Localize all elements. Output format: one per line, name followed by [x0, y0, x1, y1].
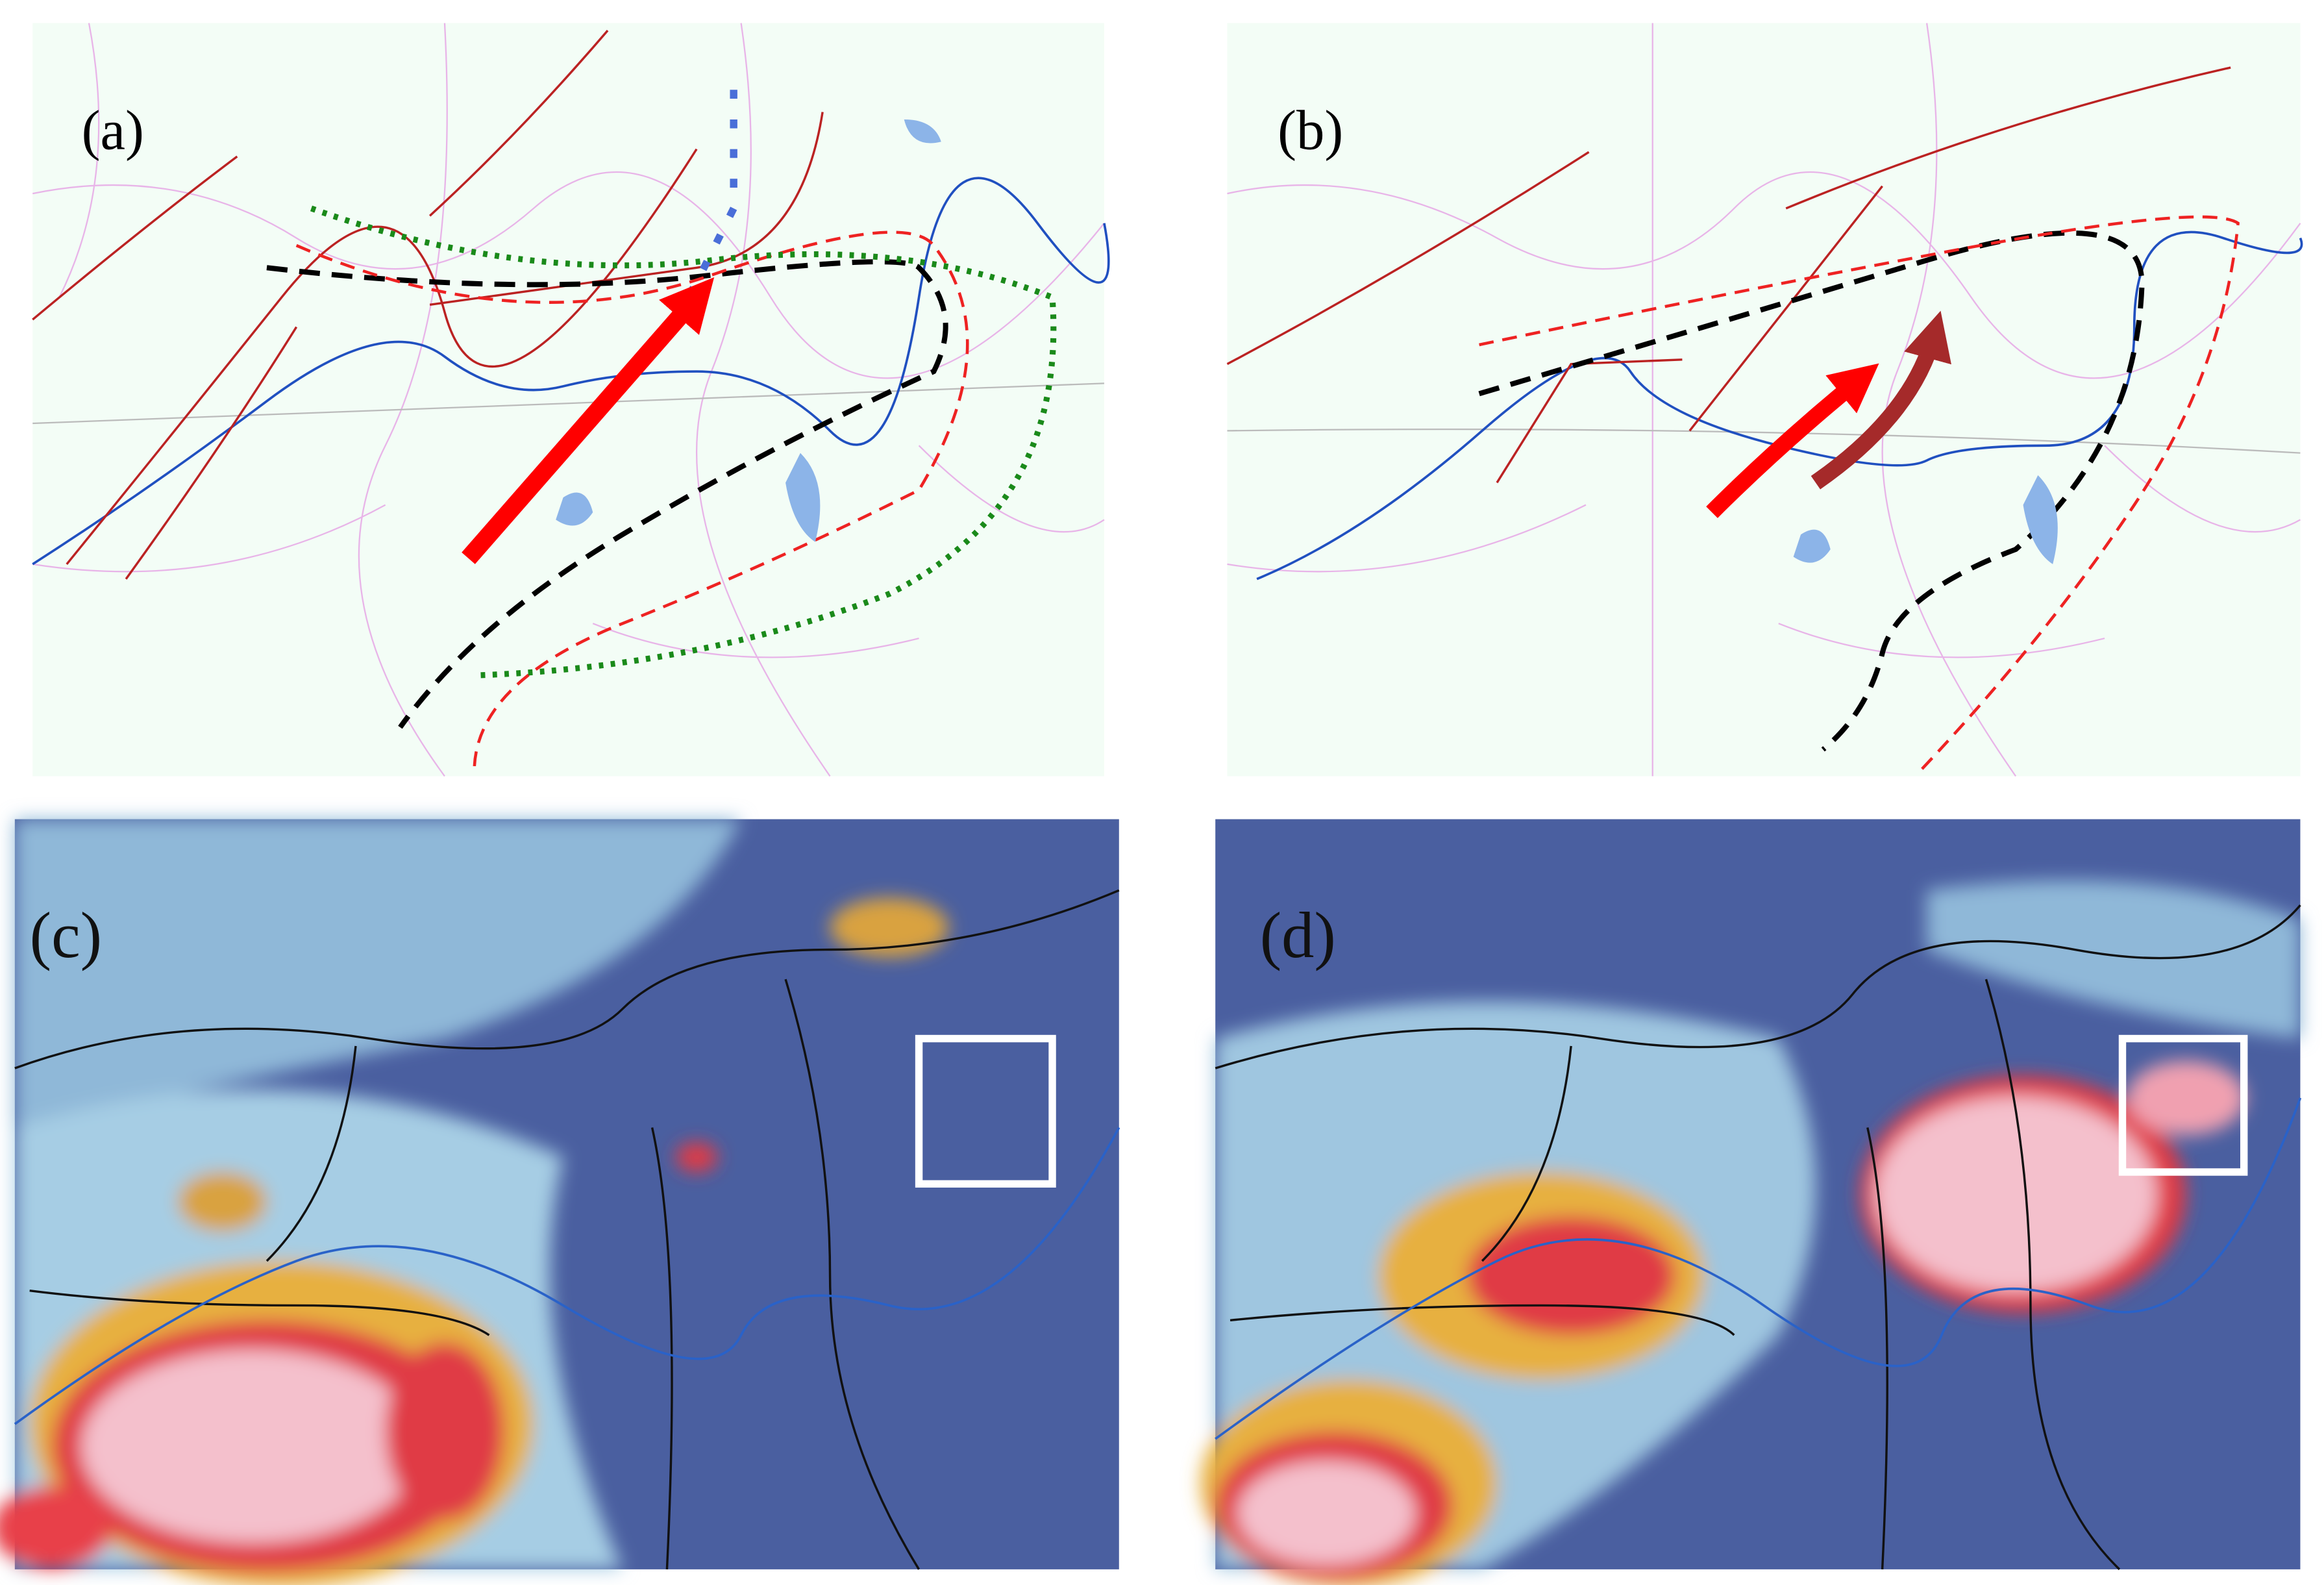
- river: [1256, 231, 2303, 580]
- panel-a: (a): [32, 23, 1110, 777]
- green-dotted-line: [310, 205, 1057, 679]
- graticule: [1227, 428, 2301, 454]
- trough-lines: [1226, 66, 2231, 484]
- panel-label: (b): [1278, 99, 1343, 162]
- panel-label: (d): [1260, 899, 1336, 971]
- red-dashed-line: [1479, 215, 2240, 773]
- brown-arrow: [1811, 310, 1951, 490]
- panel-c: (c): [0, 819, 1120, 1585]
- black-dashed-line: [266, 259, 948, 729]
- province-borders: [1215, 904, 2301, 1571]
- black-dashed-line: [1478, 230, 2145, 752]
- river: [32, 177, 1110, 566]
- red-dashed-line: [295, 231, 969, 772]
- river: [14, 1127, 1120, 1425]
- trough-lines: [32, 29, 824, 580]
- highlight-box: [2118, 1034, 2248, 1176]
- province-borders: [14, 889, 1120, 1570]
- panel-b: (b): [1226, 23, 2303, 777]
- red-arrow: [1706, 363, 1879, 518]
- cloud-field: [0, 819, 949, 1585]
- map-background: [1227, 23, 2301, 777]
- lakes: [1793, 475, 2058, 564]
- province-borders: [32, 23, 1105, 777]
- map-background: [32, 23, 1104, 777]
- panel-label: (c): [30, 899, 102, 971]
- panel-d: (d): [1200, 819, 2302, 1585]
- red-arrow: [462, 277, 715, 564]
- province-borders: [1227, 23, 2301, 777]
- river: [1215, 1097, 2302, 1440]
- panel-label: (a): [82, 99, 144, 162]
- graticule: [32, 382, 1104, 425]
- highlight-box: [915, 1034, 1056, 1188]
